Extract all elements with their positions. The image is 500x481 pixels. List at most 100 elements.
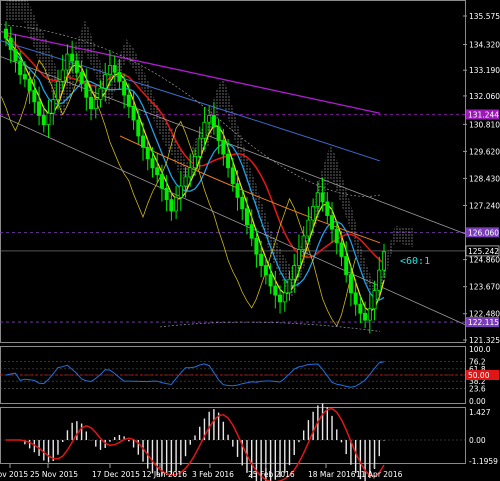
candle-body [263,265,268,276]
candle-body [126,94,131,107]
price-tag [466,317,499,328]
date-label: 25 Nov 2015 [30,470,78,479]
candle-body [178,185,183,198]
trend-line [0,55,466,235]
candle-body [235,183,240,198]
rsi-tag-label: 50.00 [468,371,490,380]
candle-body [230,167,235,185]
candle-body [174,196,179,212]
rsi-level-label: 61.8 [469,365,486,374]
date-label: 25 Feb 2016 [248,470,295,479]
candle-body [202,121,207,139]
rsi-level-label: 100.0 [469,345,491,354]
candle-body [216,126,221,141]
candle-body [169,199,174,212]
candle-body [159,174,164,189]
price-tag-label: 126.060 [468,228,499,237]
date-label: 12 Jan 2016 [142,470,187,479]
candle-body [211,115,216,128]
price-label: 122.480 [469,310,500,319]
candle-body [320,192,325,203]
date-label: 3 Feb 2016 [192,470,234,479]
grid-lines [0,114,465,323]
main-pane[interactable] [0,0,466,343]
price-label: 121.325 [469,336,500,345]
price-label: 124.860 [469,256,500,265]
candle-body [4,28,9,39]
candle-body [292,265,297,280]
candle-body [164,187,169,201]
candle-body [8,37,13,50]
macd-signal-line [6,407,385,481]
bollinger-lower [159,321,381,332]
price-label: 133.190 [469,66,500,75]
candle-body [55,80,60,100]
candle-body [344,256,349,276]
macd-pane[interactable] [0,407,466,464]
price-label: 135.575 [469,12,500,21]
candle-body [306,219,311,237]
candle-body [259,253,264,266]
candle-body [268,274,273,287]
candle-body [192,155,197,169]
candle-body [188,167,193,178]
candle-body [150,158,155,169]
price-tags: 131.244 126.060 125.242 122.115 [465,109,500,328]
rsi-line [5,361,385,388]
rsi-level-label: 0.00 [469,397,486,406]
candle-body [141,135,146,148]
price-tag [465,245,500,257]
macd-level-label: 1.427 [469,408,491,417]
candle-body [244,208,249,226]
candle-body [363,312,368,321]
candle-body [51,99,56,114]
candle-body [79,71,84,85]
candle-body [358,303,363,314]
candle-body [89,96,94,110]
rsi-level-label: 23.6 [469,385,486,394]
price-label: 127.240 [469,202,500,211]
date-label: 18 Mar 2016 [308,470,356,479]
candle-body [65,53,70,71]
blue-ma-line [5,41,385,301]
price-label: 123.670 [469,283,500,292]
candle-body [103,74,108,89]
candle-body [330,215,335,230]
candle-body [84,83,89,98]
price-label: 130.810 [469,120,500,129]
candle-body [287,278,292,294]
price-candles [4,21,386,334]
candle-body [74,60,79,73]
candle-body [381,251,386,271]
candle-body [315,192,320,207]
price-label: 134.320 [469,41,500,50]
candle-body [221,140,226,155]
candle-body [183,176,188,187]
candle-body [282,292,287,303]
candle-body [155,167,160,175]
candle-body [372,290,377,310]
date-label: 17 Dec 2015 [92,470,140,479]
price-tag [466,227,499,238]
candle-body [46,112,51,125]
candle-body [27,78,32,91]
candle-body [18,60,23,75]
candle-body [145,146,150,160]
orange-ma-line [119,135,381,244]
macd-level-label: 0.00 [469,436,486,445]
ichimoku-cloud [6,0,414,305]
candle-body [301,235,306,251]
candle-body [117,71,122,82]
candle-body [60,69,65,82]
candle-body [197,137,202,157]
macd-indicator: 1.427 0.00 -1.1959 [0,403,498,481]
price-tag-label: 122.115 [468,318,499,327]
candle-body [254,237,259,255]
macd-level-label: -1.1959 [469,457,498,466]
candle-body [273,285,278,296]
steelblue-ma-line [0,39,381,162]
rsi-level-label: 76.2 [469,357,486,366]
